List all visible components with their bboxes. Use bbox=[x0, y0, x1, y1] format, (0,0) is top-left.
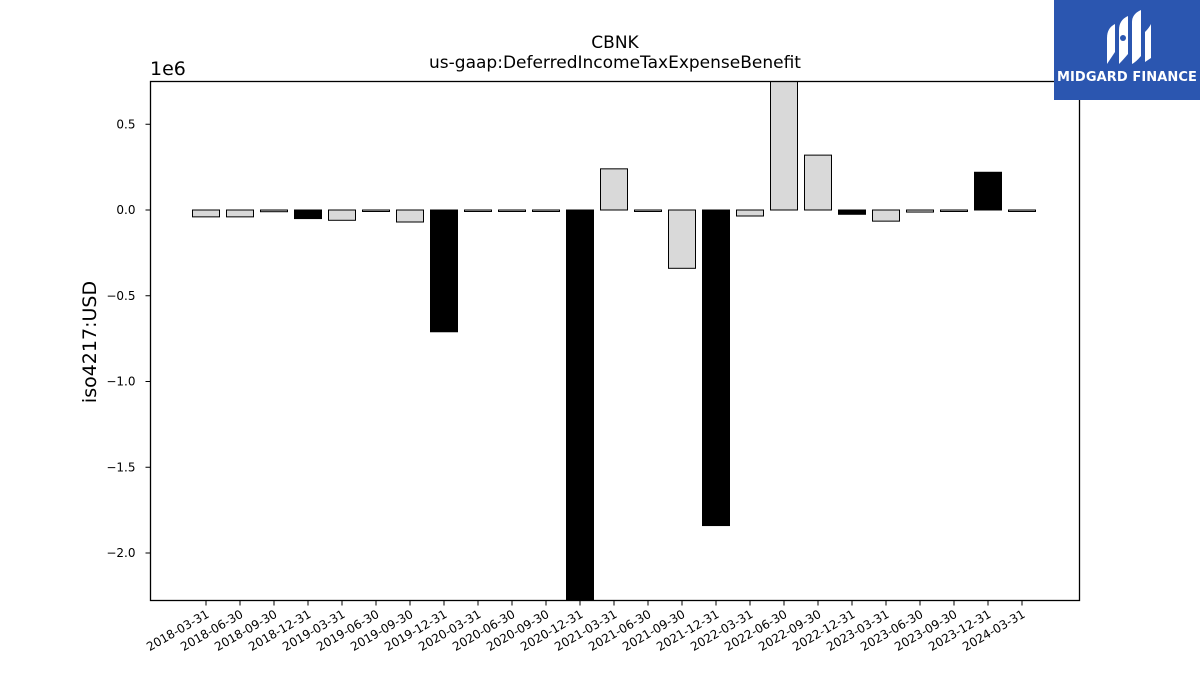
bar-2022-03-31 bbox=[736, 209, 764, 217]
y-tick-label: 0.0 bbox=[116, 203, 135, 217]
plot-frame bbox=[149, 80, 1081, 602]
bar-2023-06-30 bbox=[906, 209, 934, 213]
y-axis-label: iso4217:USD bbox=[79, 281, 101, 403]
bar-2020-06-30 bbox=[498, 209, 526, 212]
bar-2020-03-31 bbox=[464, 209, 492, 212]
bar-2024-03-31 bbox=[1008, 209, 1036, 212]
bar-2019-12-31 bbox=[430, 209, 458, 333]
y-tick-label: 0.5 bbox=[116, 117, 135, 131]
y-axis: 0.5 0.0 −0.5 −1.0 −1.5 −2.0 bbox=[106, 117, 151, 560]
bar-2021-12-31 bbox=[702, 209, 730, 527]
bar-2020-09-30 bbox=[532, 209, 560, 212]
bar-2018-12-31 bbox=[294, 209, 322, 220]
bar-2018-09-30 bbox=[260, 209, 288, 213]
bar-2022-06-30 bbox=[770, 81, 798, 211]
y-tick-label: −2.0 bbox=[106, 546, 135, 560]
logo-text: MIDGARD FINANCE bbox=[1056, 70, 1198, 85]
bar-2023-03-31 bbox=[872, 209, 900, 222]
bar-2019-09-30 bbox=[396, 209, 424, 223]
bar-2019-06-30 bbox=[362, 209, 390, 212]
y-tick-label: −1.5 bbox=[106, 460, 135, 474]
bar-2018-03-31 bbox=[192, 209, 220, 218]
y-tick-label: −0.5 bbox=[106, 289, 135, 303]
bar-2020-12-31 bbox=[566, 209, 594, 601]
logo-mark-icon bbox=[1107, 10, 1151, 64]
x-axis: 2018-03-312018-06-302018-09-302018-12-31… bbox=[144, 600, 1028, 654]
y-offset-label: 1e6 bbox=[150, 58, 186, 80]
bar-2022-09-30 bbox=[804, 154, 832, 211]
bars-group bbox=[192, 81, 1036, 601]
bar-2021-09-30 bbox=[668, 209, 696, 269]
bar-2019-03-31 bbox=[328, 209, 356, 221]
bar-2021-03-31 bbox=[600, 168, 628, 211]
bar-2021-06-30 bbox=[634, 209, 662, 212]
bar-2023-09-30 bbox=[940, 209, 968, 212]
midgard-finance-logo: MIDGARD FINANCE bbox=[1054, 0, 1200, 100]
chart-subtitle: us-gaap:DeferredIncomeTaxExpenseBenefit bbox=[429, 53, 801, 73]
bar-2018-06-30 bbox=[226, 209, 254, 218]
chart-title: CBNK bbox=[591, 33, 639, 53]
bar-2023-12-31 bbox=[974, 171, 1002, 211]
y-tick-label: −1.0 bbox=[106, 375, 135, 389]
bar-2022-12-31 bbox=[838, 209, 866, 215]
